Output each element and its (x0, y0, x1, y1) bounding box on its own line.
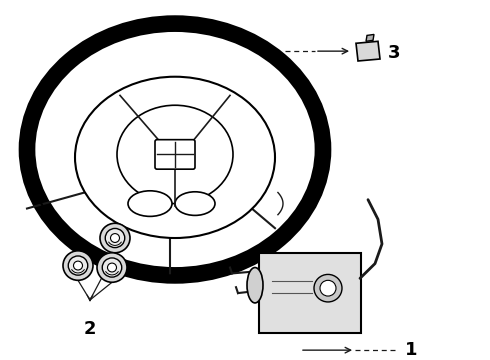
Ellipse shape (247, 267, 263, 303)
Ellipse shape (175, 192, 215, 215)
Text: 3: 3 (388, 44, 400, 62)
Ellipse shape (320, 280, 336, 296)
Ellipse shape (102, 258, 122, 277)
Ellipse shape (68, 256, 88, 275)
Ellipse shape (117, 105, 233, 204)
Ellipse shape (74, 261, 82, 270)
Ellipse shape (111, 234, 120, 242)
Ellipse shape (100, 223, 130, 253)
FancyBboxPatch shape (155, 140, 195, 169)
Ellipse shape (105, 229, 125, 248)
Text: 2: 2 (84, 320, 96, 338)
Ellipse shape (314, 274, 342, 302)
Ellipse shape (75, 77, 275, 238)
Ellipse shape (27, 24, 323, 275)
Polygon shape (366, 35, 374, 41)
Ellipse shape (97, 253, 127, 282)
Polygon shape (356, 41, 380, 61)
Ellipse shape (63, 251, 93, 280)
Ellipse shape (128, 191, 172, 216)
FancyBboxPatch shape (259, 253, 361, 333)
Ellipse shape (107, 263, 117, 272)
Text: 1: 1 (405, 341, 417, 359)
